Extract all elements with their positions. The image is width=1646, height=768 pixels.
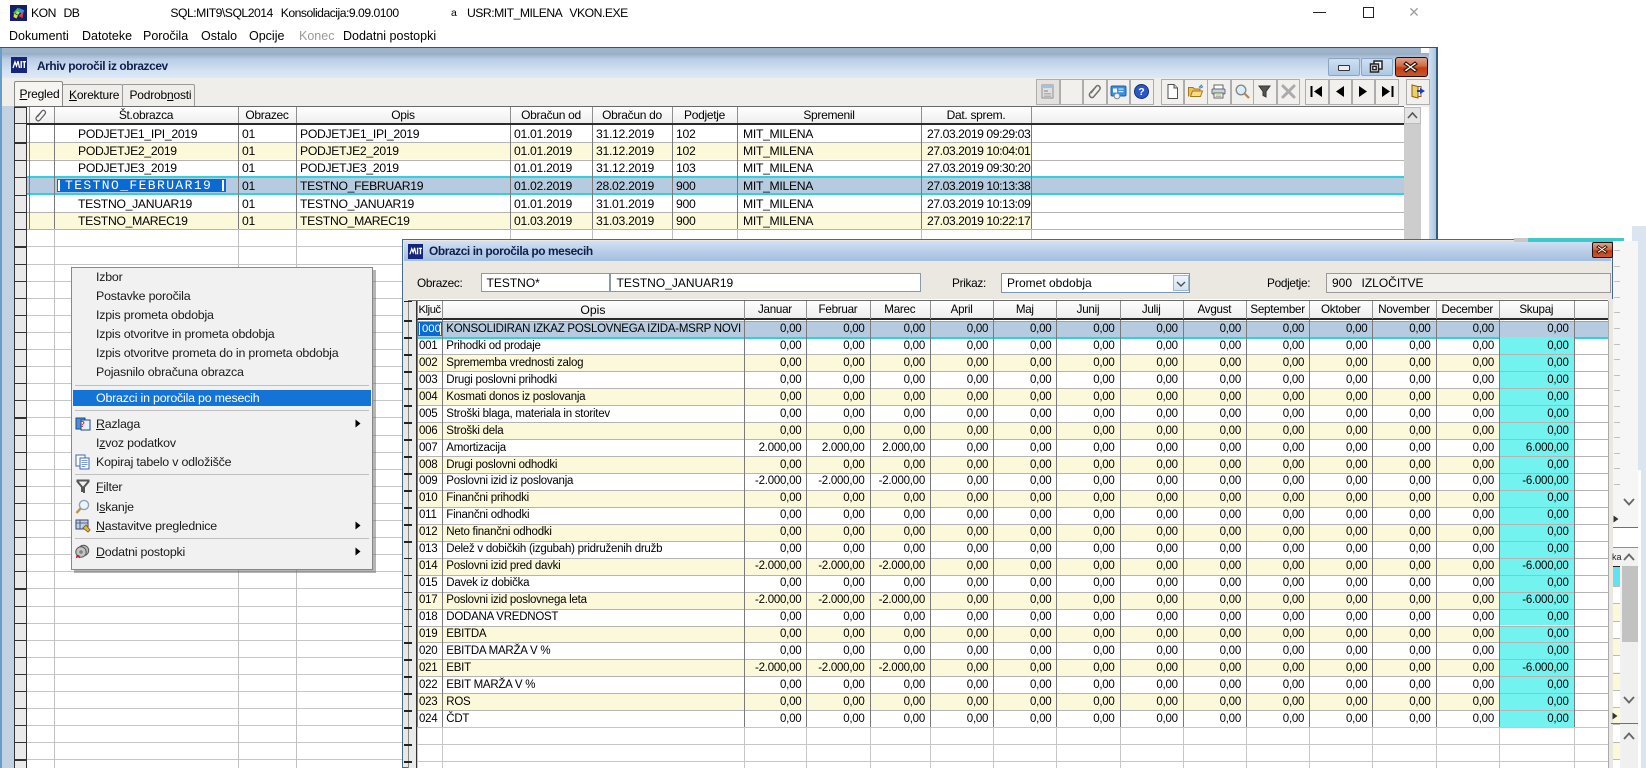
- svg-text:?: ?: [80, 420, 85, 429]
- svg-text:?: ?: [1138, 86, 1144, 98]
